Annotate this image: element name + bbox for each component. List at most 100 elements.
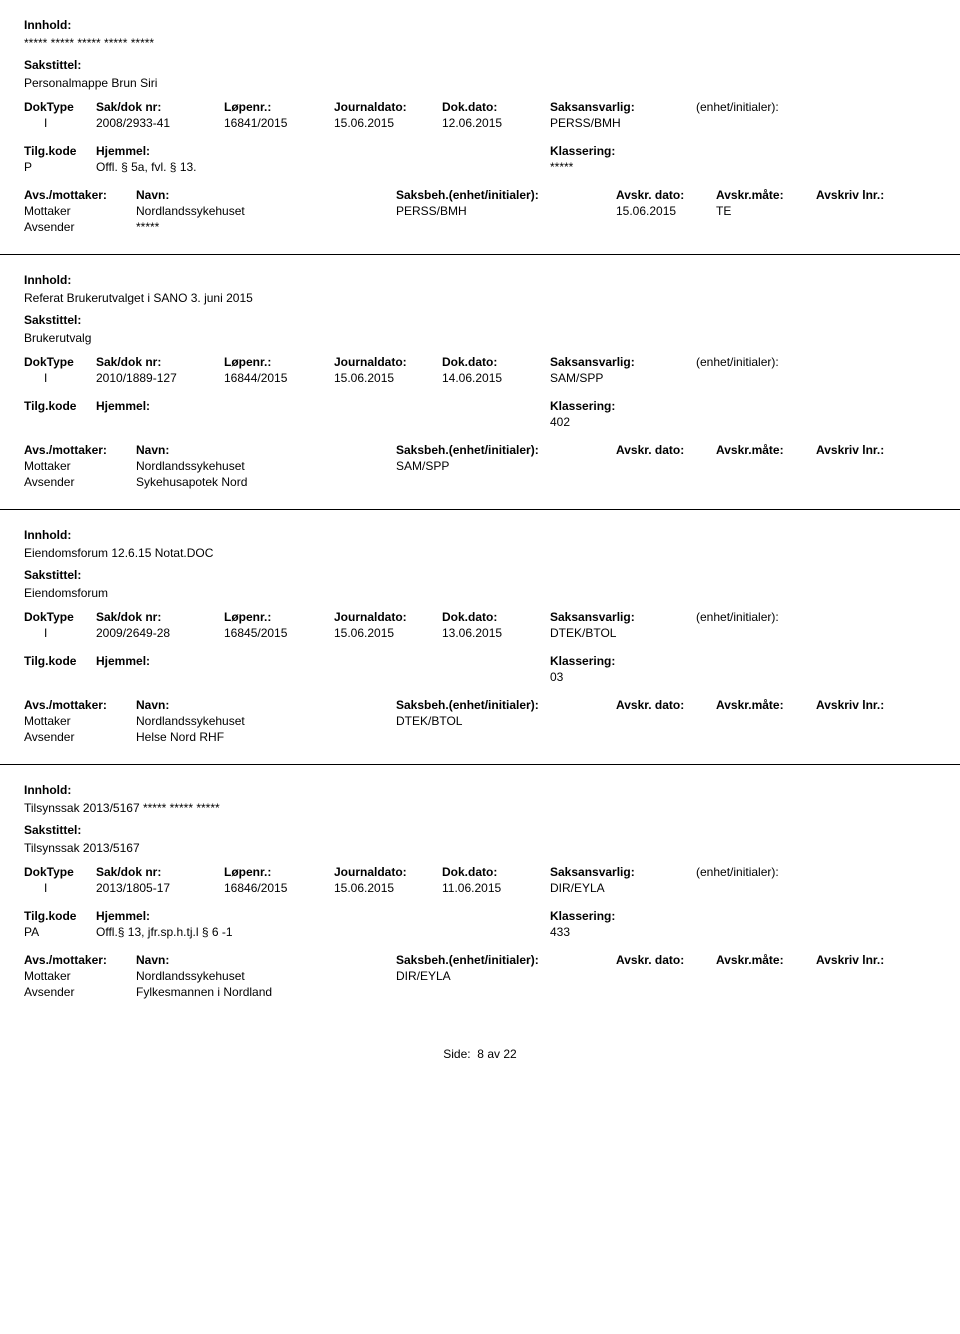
avsender-row: Avsender Fylkesmannen i Nordland [24, 985, 936, 999]
sakdoknr-value: 2008/2933-41 [96, 116, 224, 130]
sakstittel-text: Tilsynssak 2013/5167 [24, 841, 936, 855]
sakdoknr-value: 2013/1805-17 [96, 881, 224, 895]
hjemmel-label: Hjemmel: [96, 144, 550, 158]
tilg-data-row: P Offl. § 5a, fvl. § 13. ***** [24, 160, 936, 174]
avskrmate-label: Avskr.måte: [716, 188, 816, 202]
saksbeh-label: Saksbeh.(enhet/initialer): [396, 698, 616, 712]
doktype-label: DokType [24, 610, 96, 624]
journaldato-value: 15.06.2015 [334, 116, 442, 130]
sakstittel-label: Sakstittel: [24, 313, 936, 327]
journaldato-label: Journaldato: [334, 355, 442, 369]
innhold-label: Innhold: [24, 18, 936, 32]
tilg-header-row: Tilg.kode Hjemmel: Klassering: [24, 144, 936, 158]
avsender-label: Avsender [24, 730, 136, 744]
dokdato-label: Dok.dato: [442, 355, 550, 369]
avsender-navn: ***** [136, 220, 396, 234]
avs-header-row: Avs./mottaker: Navn: Saksbeh.(enhet/init… [24, 443, 936, 457]
avskrmate-label: Avskr.måte: [716, 443, 816, 457]
lopenr-value: 16845/2015 [224, 626, 334, 640]
journaldato-label: Journaldato: [334, 610, 442, 624]
doktype-value: I [24, 881, 96, 895]
navn-label: Navn: [136, 953, 396, 967]
avskrdato-label: Avskr. dato: [616, 953, 716, 967]
tilg-data-row: 03 [24, 670, 936, 684]
journaldato-value: 15.06.2015 [334, 881, 442, 895]
klassering-label: Klassering: [550, 144, 750, 158]
tilg-header-row: Tilg.kode Hjemmel: Klassering: [24, 399, 936, 413]
sakstittel-text: Brukerutvalg [24, 331, 936, 345]
journal-entry: Innhold: ***** ***** ***** ***** ***** S… [0, 0, 960, 255]
journal-entry: Innhold: Eiendomsforum 12.6.15 Notat.DOC… [0, 510, 960, 765]
dok-data-row: I 2010/1889-127 16844/2015 15.06.2015 14… [24, 371, 936, 385]
lopenr-label: Løpenr.: [224, 355, 334, 369]
dok-data-row: I 2009/2649-28 16845/2015 15.06.2015 13.… [24, 626, 936, 640]
mottaker-label: Mottaker [24, 459, 136, 473]
avs-header-row: Avs./mottaker: Navn: Saksbeh.(enhet/init… [24, 953, 936, 967]
doktype-label: DokType [24, 100, 96, 114]
saksansvarlig-label: Saksansvarlig: [550, 865, 696, 879]
avskrmate-value: TE [716, 204, 766, 218]
klassering-value: 03 [550, 670, 750, 684]
doktype-label: DokType [24, 355, 96, 369]
sakdoknr-label: Sak/dok nr: [96, 865, 224, 879]
innhold-label: Innhold: [24, 528, 936, 542]
saksansvarlig-value: DTEK/BTOL [550, 626, 696, 640]
sakdoknr-label: Sak/dok nr: [96, 610, 224, 624]
mottaker-label: Mottaker [24, 969, 136, 983]
mottaker-label: Mottaker [24, 714, 136, 728]
saksbeh-value: DTEK/BTOL [396, 714, 526, 728]
saksansvarlig-label: Saksansvarlig: [550, 610, 696, 624]
hjemmel-label: Hjemmel: [96, 654, 550, 668]
doktype-value: I [24, 371, 96, 385]
lopenr-label: Løpenr.: [224, 610, 334, 624]
saksansvarlig-value: DIR/EYLA [550, 881, 696, 895]
tilgkode-label: Tilg.kode [24, 654, 96, 668]
mottaker-row: Mottaker Nordlandssykehuset DTEK/BTOL [24, 714, 936, 728]
enhet-label: (enhet/initialer): [696, 865, 846, 879]
avsender-label: Avsender [24, 475, 136, 489]
mottaker-row: Mottaker Nordlandssykehuset PERSS/BMH 15… [24, 204, 936, 218]
tilg-header-row: Tilg.kode Hjemmel: Klassering: [24, 909, 936, 923]
hjemmel-label: Hjemmel: [96, 909, 550, 923]
hjemmel-value: Offl. § 5a, fvl. § 13. [96, 160, 550, 174]
dok-header-row: DokType Sak/dok nr: Løpenr.: Journaldato… [24, 610, 936, 624]
saksbeh-label: Saksbeh.(enhet/initialer): [396, 188, 616, 202]
avsender-row: Avsender Sykehusapotek Nord [24, 475, 936, 489]
sakdoknr-label: Sak/dok nr: [96, 100, 224, 114]
dokdato-value: 11.06.2015 [442, 881, 550, 895]
innhold-label: Innhold: [24, 783, 936, 797]
page-footer: Side: 8 av 22 [0, 1019, 960, 1073]
dokdato-label: Dok.dato: [442, 100, 550, 114]
saksbeh-label: Saksbeh.(enhet/initialer): [396, 953, 616, 967]
avsmottaker-label: Avs./mottaker: [24, 953, 136, 967]
avsmottaker-label: Avs./mottaker: [24, 188, 136, 202]
klassering-value: ***** [550, 160, 750, 174]
hjemmel-value: Offl.§ 13, jfr.sp.h.tj.l § 6 -1 [96, 925, 550, 939]
sakdoknr-label: Sak/dok nr: [96, 355, 224, 369]
avsender-label: Avsender [24, 220, 136, 234]
tilgkode-value: PA [24, 925, 96, 939]
av-label: av [487, 1047, 500, 1061]
tilgkode-value: P [24, 160, 96, 174]
side-label: Side: [443, 1047, 470, 1061]
navn-label: Navn: [136, 443, 396, 457]
innhold-text: Eiendomsforum 12.6.15 Notat.DOC [24, 546, 936, 560]
tilgkode-label: Tilg.kode [24, 399, 96, 413]
klassering-value: 402 [550, 415, 750, 429]
avsender-navn: Helse Nord RHF [136, 730, 396, 744]
avskrmate-label: Avskr.måte: [716, 953, 816, 967]
avskrdato-label: Avskr. dato: [616, 698, 716, 712]
avsmottaker-label: Avs./mottaker: [24, 443, 136, 457]
dok-data-row: I 2008/2933-41 16841/2015 15.06.2015 12.… [24, 116, 936, 130]
tilgkode-label: Tilg.kode [24, 144, 96, 158]
lopenr-value: 16844/2015 [224, 371, 334, 385]
hjemmel-value [96, 670, 550, 684]
sakstittel-label: Sakstittel: [24, 823, 936, 837]
avsender-navn: Fylkesmannen i Nordland [136, 985, 396, 999]
avskrivlnr-label: Avskriv lnr.: [816, 698, 916, 712]
doktype-value: I [24, 626, 96, 640]
dokdato-value: 13.06.2015 [442, 626, 550, 640]
mottaker-navn: Nordlandssykehuset [136, 459, 396, 473]
saksansvarlig-value: SAM/SPP [550, 371, 696, 385]
innhold-text: Tilsynssak 2013/5167 ***** ***** ***** [24, 801, 936, 815]
